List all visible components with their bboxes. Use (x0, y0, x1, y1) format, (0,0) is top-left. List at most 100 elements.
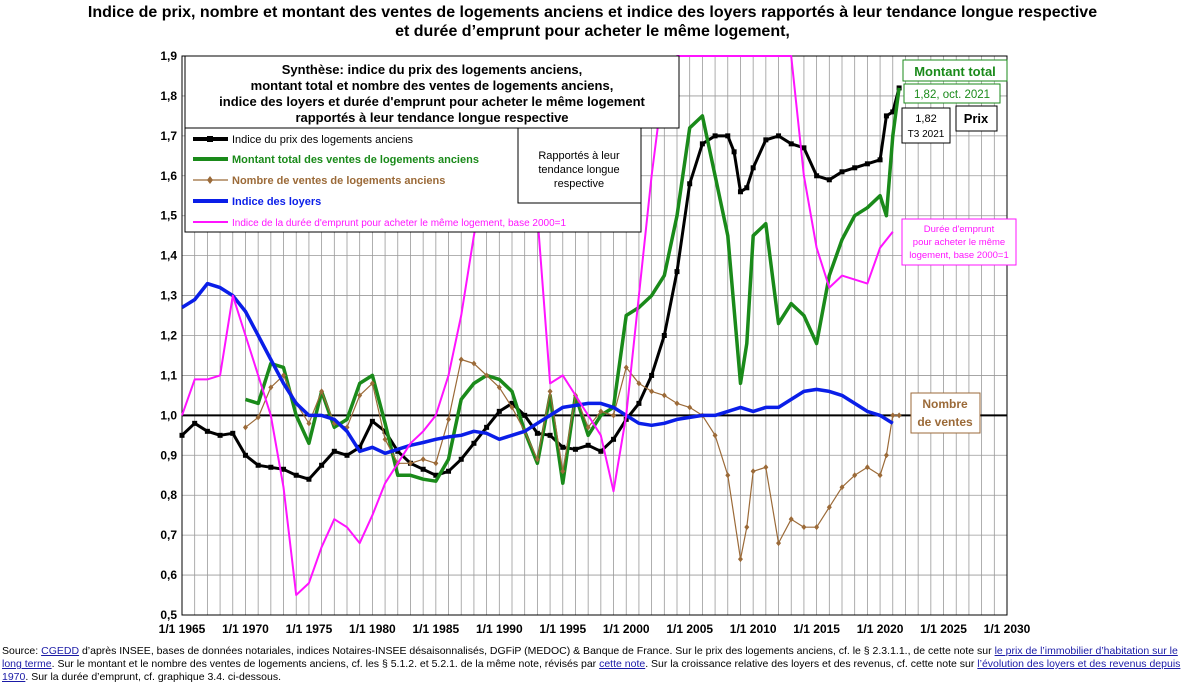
x-tick-label: 1/1 1965 (159, 622, 206, 636)
y-tick-label: 1,2 (160, 329, 177, 343)
montant-total-callout: Montant total 1,82, oct. 2021 (902, 59, 1008, 104)
y-tick-label: 1,1 (160, 368, 177, 382)
data-point-count (776, 540, 782, 547)
data-point-price (839, 169, 845, 175)
data-point-price (369, 418, 375, 424)
data-point-count (896, 412, 902, 419)
data-point-count (306, 420, 312, 427)
data-point-count (814, 524, 820, 531)
data-point-price (534, 430, 540, 436)
data-point-price (890, 109, 896, 115)
data-point-count (649, 388, 655, 395)
data-point-count (687, 404, 693, 411)
data-point-price (649, 372, 655, 378)
synthese-line-3: indice des loyers et durée d'emprunt pou… (219, 94, 645, 109)
x-tick-label: 1/1 2020 (857, 622, 904, 636)
y-tick-label: 1,9 (160, 49, 177, 63)
data-point-price (572, 446, 578, 452)
legend-label-count: Nombre de ventes de logements anciens (232, 175, 445, 187)
data-point-price (547, 432, 553, 438)
y-tick-label: 1,6 (160, 169, 177, 183)
y-tick-label: 1,8 (160, 89, 177, 103)
nombre-line-1: Nombre (922, 397, 968, 411)
synthese-box: Synthèse: indice du prix des logements a… (184, 55, 680, 129)
data-point-count (560, 468, 566, 475)
source-text-1: Source: (2, 645, 42, 657)
synthese-line-4: rapportés à leur tendance longue respect… (295, 110, 568, 125)
link-cgedd[interactable]: CGEDD (41, 645, 80, 657)
series-line-amount (244, 87, 901, 485)
data-point-price (344, 452, 350, 458)
legend-label-price: Indice du prix des logements anciens (232, 134, 413, 146)
data-point-count (585, 424, 591, 431)
data-point-price (319, 462, 325, 468)
data-point-price (611, 436, 617, 442)
data-point-count (750, 468, 756, 475)
data-point-price (674, 269, 680, 275)
data-point-count (623, 364, 629, 371)
data-point-count (826, 504, 832, 511)
data-point-count (382, 436, 388, 443)
data-point-count (319, 388, 325, 395)
data-point-count (788, 516, 794, 523)
legend-item-duration: Indice de la durée d'emprunt pour achete… (193, 218, 567, 229)
link-prix-immobilier[interactable]: le prix de l’immobilier d’habitation sur… (2, 645, 1178, 670)
data-point-price (687, 181, 693, 187)
data-point-count (661, 392, 667, 399)
link-evolution-loyers[interactable]: l’évolution des loyers et des revenus de… (2, 658, 1181, 683)
data-point-price (725, 133, 731, 139)
rapportes-box: Rapportés à leur tendance longue respect… (517, 127, 642, 204)
data-point-count (877, 472, 883, 479)
x-tick-label: 1/1 2005 (666, 622, 713, 636)
x-tick-label: 1/1 1970 (222, 622, 269, 636)
nombre-line-2: de ventes (917, 415, 973, 429)
data-point-price (484, 424, 490, 430)
data-point-price (737, 189, 743, 195)
data-point-price (433, 472, 439, 478)
data-point-count (852, 472, 858, 479)
data-point-price (268, 464, 274, 470)
y-tick-label: 0,5 (160, 608, 177, 622)
data-point-price (204, 428, 210, 434)
data-point-count (598, 408, 604, 415)
source-note: Source: CGEDD d’après INSEE, bases de do… (2, 645, 1184, 684)
data-point-price (636, 400, 642, 406)
chart: 0,5 0,6 0,7 0,8 0,9 1,0 1,1 1,2 1,3 1,4 1,5 1,6 1,7 1… (159, 49, 1031, 636)
x-tick-label: 1/1 1995 (539, 622, 586, 636)
x-tick-label: 1/1 2025 (920, 622, 967, 636)
source-text-3: . Sur le montant et le nombre des ventes… (51, 658, 600, 670)
data-point-count (864, 464, 870, 471)
data-point-count (712, 432, 718, 439)
data-point-price (382, 428, 388, 434)
x-tick-label: 1/1 2030 (984, 622, 1031, 636)
prix-label: Prix (964, 111, 989, 126)
data-point-price (179, 432, 185, 438)
data-point-count (281, 372, 287, 379)
data-point-price (712, 133, 718, 139)
series-count (242, 356, 902, 563)
montant-total-value: 1,82, oct. 2021 (914, 89, 990, 101)
y-tick-label: 1,3 (160, 289, 177, 303)
data-point-price (255, 462, 261, 468)
legend-label-rent: Indice des loyers (232, 196, 321, 208)
data-point-price (496, 408, 502, 414)
data-point-count (509, 404, 515, 411)
data-point-price (585, 442, 591, 448)
data-point-count (737, 556, 743, 563)
data-point-count (458, 356, 464, 363)
prix-date: T3 2021 (908, 129, 945, 140)
link-cette-note[interactable]: cette note (599, 658, 646, 670)
synthese-line-2: montant total et nombre des ventes de lo… (251, 78, 614, 93)
data-point-price (192, 420, 198, 426)
data-point-price (598, 448, 604, 454)
data-point-price (731, 149, 737, 155)
data-point-count (547, 388, 553, 395)
rapportes-line-1: Rapportés à leur (538, 150, 620, 162)
data-point-price (458, 456, 464, 462)
data-point-count (883, 452, 889, 459)
data-point-count (890, 412, 896, 419)
legend-item-amount: Montant total des ventes de logements an… (193, 154, 479, 166)
data-point-price (877, 157, 883, 163)
y-tick-label: 1,4 (160, 249, 177, 263)
source-text-4: . Sur la croissance relative des loyers … (645, 658, 978, 670)
